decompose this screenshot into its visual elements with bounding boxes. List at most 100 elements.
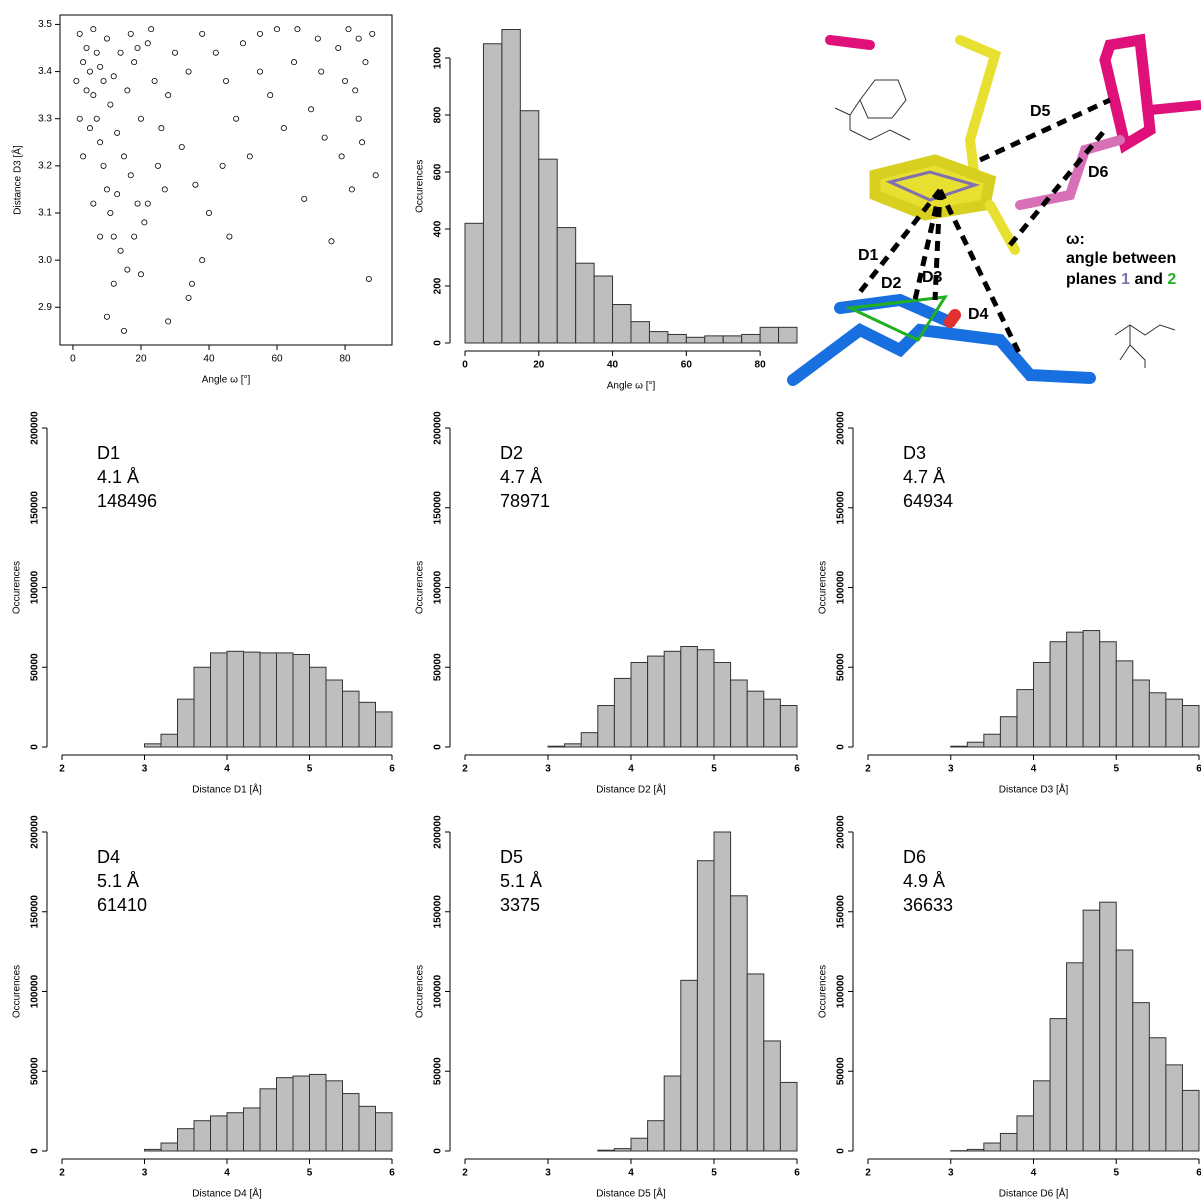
x-tick-label: 60 — [271, 354, 283, 365]
bar — [1133, 680, 1150, 747]
point — [94, 50, 99, 55]
bar — [614, 678, 631, 747]
annotation: D5 — [500, 847, 523, 867]
x-tick-label: 5 — [307, 1168, 313, 1179]
bar — [631, 662, 648, 747]
point — [101, 163, 106, 168]
y-axis-label: Occurences — [818, 561, 829, 614]
y-tick-label: 200000 — [836, 815, 847, 849]
bar — [697, 861, 714, 1151]
y-tick-label: 3.1 — [38, 208, 52, 219]
point — [77, 31, 82, 36]
point — [98, 234, 103, 239]
bar — [1182, 1090, 1199, 1151]
bar — [649, 332, 667, 343]
distance-label: D6 — [1088, 164, 1109, 181]
point — [186, 295, 191, 300]
x-axis-label: Distance D5 [Å] — [596, 1187, 666, 1200]
x-tick-label: 4 — [628, 1168, 634, 1179]
x-tick-label: 3 — [545, 1168, 551, 1179]
bar — [631, 1138, 648, 1151]
bar — [293, 654, 310, 747]
stick — [950, 315, 955, 322]
annotation: D6 — [903, 847, 926, 867]
point — [257, 31, 262, 36]
point — [240, 41, 245, 46]
point — [104, 36, 109, 41]
plot-frame — [60, 15, 392, 345]
bar — [161, 1143, 178, 1151]
point — [81, 60, 86, 65]
y-tick-label: 0 — [836, 1148, 847, 1154]
bar — [161, 734, 178, 747]
point — [128, 31, 133, 36]
x-tick-label: 6 — [794, 1168, 800, 1179]
bar — [1000, 717, 1017, 747]
x-tick-label: 20 — [135, 354, 147, 365]
bar — [760, 327, 778, 343]
point — [138, 116, 143, 121]
x-tick-label: 6 — [389, 764, 395, 775]
y-tick-label: 150000 — [836, 895, 847, 929]
point — [356, 116, 361, 121]
x-tick-label: 6 — [794, 764, 800, 775]
x-tick-label: 5 — [711, 764, 717, 775]
y-tick-label: 50000 — [30, 1057, 41, 1085]
point — [257, 69, 262, 74]
bar — [681, 980, 698, 1151]
point — [166, 93, 171, 98]
bar — [967, 1149, 984, 1151]
bar — [764, 699, 781, 747]
point — [342, 78, 347, 83]
bar — [581, 733, 598, 747]
annotation: 3375 — [500, 895, 540, 915]
annotation: 4.7 Å — [903, 467, 945, 487]
bar — [1000, 1133, 1017, 1151]
point — [125, 88, 130, 93]
point — [322, 135, 327, 140]
point — [220, 163, 225, 168]
y-tick-label: 150000 — [836, 491, 847, 525]
y-tick-label: 200000 — [433, 815, 444, 849]
point — [138, 272, 143, 277]
y-tick-label: 150000 — [433, 491, 444, 525]
point — [84, 45, 89, 50]
y-tick-label: 200000 — [836, 411, 847, 445]
point — [115, 130, 120, 135]
point — [135, 201, 140, 206]
bar — [731, 896, 748, 1151]
bar — [714, 662, 731, 747]
bar — [723, 336, 741, 343]
ring — [875, 160, 990, 215]
bar — [1034, 1081, 1051, 1151]
point — [94, 116, 99, 121]
caption: planes — [1066, 271, 1117, 288]
bar — [376, 712, 393, 747]
bar — [483, 44, 501, 343]
bar — [576, 263, 594, 343]
y-axis-label: Occurences — [12, 561, 23, 614]
x-tick-label: 2 — [462, 764, 468, 775]
point — [315, 36, 320, 41]
point — [206, 210, 211, 215]
annotation: 4.1 Å — [97, 467, 139, 487]
bar — [293, 1076, 310, 1151]
point — [373, 173, 378, 178]
x-tick-label: 3 — [142, 764, 148, 775]
bar — [326, 1081, 343, 1151]
x-tick-label: 80 — [339, 354, 351, 365]
point — [329, 239, 334, 244]
point — [87, 69, 92, 74]
distance-label: D5 — [1030, 103, 1051, 120]
bar — [244, 652, 261, 747]
x-tick-label: 3 — [948, 1168, 954, 1179]
distance-label: D3 — [922, 269, 943, 286]
point — [155, 163, 160, 168]
bar — [178, 1129, 195, 1151]
bar — [705, 336, 723, 343]
bar — [1116, 950, 1133, 1151]
x-tick-label: 6 — [1196, 1168, 1201, 1179]
point — [189, 281, 194, 286]
y-tick-label: 0 — [433, 744, 444, 750]
x-axis-label: Distance D4 [Å] — [192, 1187, 262, 1200]
